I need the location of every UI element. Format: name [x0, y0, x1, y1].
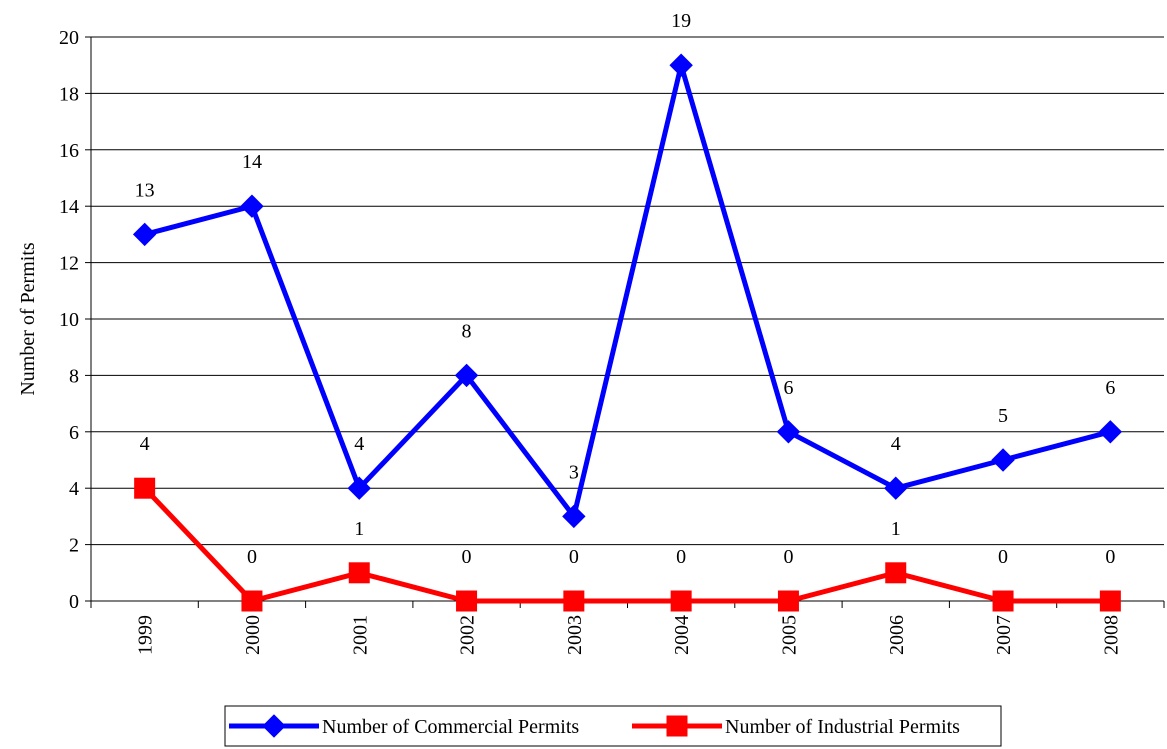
data-point: [670, 590, 692, 612]
data-label: 4: [354, 433, 364, 455]
series-industrial: [134, 477, 1121, 612]
data-label: 14: [242, 151, 262, 173]
y-tick-label: 8: [69, 365, 79, 387]
gridlines: [91, 36, 1164, 546]
series: [132, 53, 1123, 612]
data-point: [563, 590, 585, 612]
x-tick-label: 2008: [1100, 615, 1122, 655]
data-label: 1: [354, 518, 364, 540]
y-tick-label: 10: [59, 309, 79, 331]
x-tick-label: 2007: [993, 615, 1015, 655]
data-labels: 13 14 4 8 3 19 6 4 5 6 4 0 1 0 0 0 0 1 0 0: [135, 10, 1116, 568]
legend-label: Number of Commercial Permits: [322, 716, 579, 738]
data-label: 3: [569, 461, 579, 483]
y-tick-label: 12: [59, 253, 79, 275]
data-point: [991, 448, 1015, 472]
axes: [85, 36, 1165, 608]
data-label: 13: [135, 179, 155, 201]
y-tick-label: 0: [69, 591, 79, 613]
data-point: [456, 590, 478, 612]
data-point: [669, 53, 693, 77]
x-tick-label: 2002: [457, 615, 479, 655]
data-point: [776, 420, 801, 444]
data-label: 4: [140, 433, 150, 455]
y-tick-label: 2: [69, 535, 79, 557]
x-tick-label: 2004: [671, 615, 693, 655]
data-point: [1098, 420, 1123, 444]
legend: Number of Commercial Permits Number of In…: [224, 705, 1002, 747]
y-tick-label: 14: [59, 196, 79, 218]
data-label: 1: [891, 518, 901, 540]
x-tick-label: 2000: [242, 615, 264, 655]
legend-box: [224, 705, 1002, 747]
x-tick-label: 2001: [349, 615, 371, 655]
data-point: [132, 222, 157, 247]
x-tick-labels: 1999 2000 2001 2002 2003 2004 2005 2006 2007 2008: [135, 615, 1123, 655]
data-point: [884, 476, 908, 500]
data-point: [347, 476, 371, 500]
data-point: [777, 590, 799, 612]
legend-item: Number of Commercial Permits: [229, 714, 579, 738]
y-tick-label: 20: [59, 27, 79, 49]
data-point: [1099, 590, 1121, 612]
data-label: 0: [783, 546, 793, 568]
x-tick-label: 2006: [886, 615, 908, 655]
data-label: 0: [247, 546, 257, 568]
data-point: [241, 590, 263, 612]
data-point: [134, 477, 156, 499]
data-label: 0: [462, 546, 472, 568]
data-point: [348, 562, 370, 584]
series-line: [142, 486, 1111, 604]
data-label: 5: [998, 405, 1008, 427]
y-axis-title: Number of Permits: [17, 242, 39, 396]
legend-swatch-marker: [262, 714, 286, 738]
legend-label: Number of Industrial Permits: [725, 716, 960, 738]
data-label: 8: [462, 320, 472, 342]
x-tick-label: 1999: [135, 615, 157, 655]
series-line: [144, 55, 1111, 523]
y-tick-label: 16: [59, 140, 79, 162]
data-label: 0: [676, 546, 686, 568]
data-label: 0: [1105, 546, 1115, 568]
data-label: 0: [998, 546, 1008, 568]
legend-swatch-marker: [666, 715, 688, 737]
data-point: [240, 194, 264, 218]
data-point: [562, 504, 586, 529]
y-tick-label: 6: [69, 422, 79, 444]
data-point: [454, 363, 479, 388]
data-label: 6: [783, 377, 793, 399]
y-tick-label: 4: [69, 478, 79, 500]
y-tick-label: 18: [59, 83, 79, 105]
y-tick-labels: 0 2 4 6 8 10 12 14 16 18 20: [59, 27, 79, 613]
data-label: 19: [671, 10, 691, 32]
data-point: [992, 590, 1014, 612]
series-commercial: [132, 53, 1123, 529]
data-point: [885, 562, 907, 584]
data-label: 0: [569, 546, 579, 568]
x-tick-label: 2003: [564, 615, 586, 655]
data-label: 6: [1105, 377, 1115, 399]
data-label: 4: [891, 433, 901, 455]
x-tick-label: 2005: [778, 615, 800, 655]
legend-item: Number of Industrial Permits: [632, 715, 960, 738]
